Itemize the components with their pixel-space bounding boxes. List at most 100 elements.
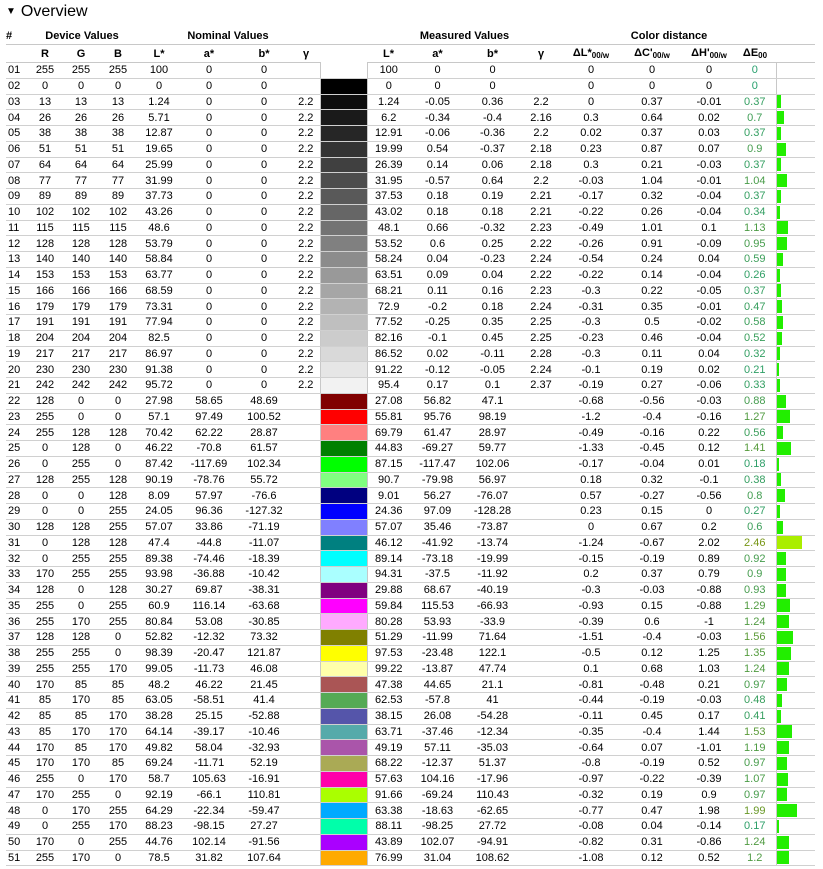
- delta-c: -0.27: [620, 487, 684, 504]
- measured-l: 86.52: [367, 346, 410, 363]
- delta-h: 0.89: [684, 550, 734, 567]
- device-r: 0: [28, 818, 62, 835]
- device-b: 77: [100, 172, 136, 189]
- device-g: 51: [62, 141, 100, 158]
- device-g: 0: [62, 487, 100, 504]
- device-g: 85: [62, 676, 100, 693]
- measured-b: -0.32: [465, 220, 520, 237]
- device-g: 128: [62, 424, 100, 441]
- device-b: 0: [100, 850, 136, 867]
- measured-b: -17.96: [465, 771, 520, 788]
- device-r: 170: [28, 739, 62, 756]
- table-row: 07 64 64 64 25.99 0 0 2.2 26.39 0.14 0.06 2.18 0.3 0.…: [6, 157, 815, 174]
- nominal-l: 88.23: [136, 818, 182, 835]
- nominal-l: 87.42: [136, 456, 182, 473]
- nominal-b: 102.34: [236, 456, 292, 473]
- measured-l: 82.16: [367, 330, 410, 347]
- device-b: 179: [100, 298, 136, 315]
- nominal-gamma: [292, 802, 320, 819]
- header-device-values: Device Values: [28, 27, 136, 45]
- table-row: 36 255 170 255 80.84 53.08 -30.85 80.28 53.93 -33…: [6, 613, 815, 630]
- device-b: 255: [100, 62, 136, 79]
- device-r: 128: [28, 582, 62, 599]
- nominal-l: 12.87: [136, 125, 182, 142]
- delta-e-bar: [777, 615, 789, 629]
- nominal-a: 116.14: [182, 598, 236, 615]
- row-number: 20: [6, 361, 28, 378]
- nominal-a: 0: [182, 94, 236, 111]
- nominal-b: 0: [236, 377, 292, 394]
- delta-l: -0.19: [562, 377, 620, 394]
- delta-l: -0.17: [562, 188, 620, 205]
- device-b: 153: [100, 267, 136, 284]
- measured-a: -0.12: [410, 361, 465, 378]
- delta-e: 0.37: [734, 157, 776, 174]
- nominal-l: 24.05: [136, 503, 182, 520]
- nominal-b: 48.69: [236, 393, 292, 410]
- nominal-l: 53.79: [136, 235, 182, 252]
- measured-a: -0.25: [410, 314, 465, 331]
- delta-e: 0.9: [734, 566, 776, 583]
- color-swatch: [319, 472, 368, 489]
- delta-e: 0.7: [734, 109, 776, 126]
- delta-c: 0.32: [620, 472, 684, 489]
- table-row: 21 242 242 242 95.72 0 0 2.2 95.4 0.17 0.1 2.37 -0.1…: [6, 377, 815, 394]
- measured-a: 102.07: [410, 834, 465, 851]
- device-b: 191: [100, 314, 136, 331]
- measured-gamma: [520, 787, 562, 804]
- measured-gamma: [520, 393, 562, 410]
- delta-e: 1.24: [734, 613, 776, 630]
- device-b: 26: [100, 109, 136, 126]
- measured-l: 63.38: [367, 802, 410, 819]
- row-number: 37: [6, 629, 28, 646]
- delta-h: 1.44: [684, 724, 734, 741]
- delta-c: 0.64: [620, 109, 684, 126]
- table-row: 32 0 255 255 89.38 -74.46 -18.39 89.14 -73.18 -19…: [6, 550, 815, 567]
- nominal-a: 0: [182, 109, 236, 126]
- device-r: 128: [28, 472, 62, 489]
- measured-gamma: [520, 487, 562, 504]
- device-r: 0: [28, 550, 62, 567]
- device-b: 128: [100, 535, 136, 552]
- delta-e-bar: [777, 725, 792, 739]
- nominal-b: 0: [236, 361, 292, 378]
- nominal-gamma: 2.2: [292, 188, 320, 205]
- delta-c: 0.14: [620, 267, 684, 284]
- delta-e-bar: [777, 410, 790, 424]
- measured-a: -69.27: [410, 440, 465, 457]
- delta-e: 1.29: [734, 598, 776, 615]
- nominal-gamma: 2.2: [292, 141, 320, 158]
- delta-e: 0.8: [734, 487, 776, 504]
- device-b: 255: [100, 519, 136, 536]
- nominal-b: -71.19: [236, 519, 292, 536]
- device-r: 102: [28, 204, 62, 221]
- measured-gamma: [520, 440, 562, 457]
- nominal-b: 52.19: [236, 755, 292, 772]
- device-g: 204: [62, 330, 100, 347]
- nominal-gamma: [292, 472, 320, 489]
- device-g: 102: [62, 204, 100, 221]
- row-number: 29: [6, 503, 28, 520]
- device-b: 170: [100, 661, 136, 678]
- delta-c: 0.19: [620, 361, 684, 378]
- nominal-a: -39.17: [182, 724, 236, 741]
- device-r: 0: [28, 503, 62, 520]
- overview-section-toggle[interactable]: ▼ Overview: [6, 1, 88, 23]
- device-r: 217: [28, 346, 62, 363]
- measured-b: -94.91: [465, 834, 520, 851]
- delta-h: -0.03: [684, 629, 734, 646]
- device-r: 38: [28, 125, 62, 142]
- table-row: 08 77 77 77 31.99 0 0 2.2 31.95 -0.57 0.64 2.2 -0.03…: [6, 172, 815, 189]
- measured-a: -57.8: [410, 692, 465, 709]
- delta-l: 0: [562, 519, 620, 536]
- nominal-b: -16.91: [236, 771, 292, 788]
- nominal-gamma: 2.2: [292, 172, 320, 189]
- measured-l: 47.38: [367, 676, 410, 693]
- color-swatch: [319, 377, 368, 394]
- device-b: 242: [100, 377, 136, 394]
- device-b: 0: [100, 787, 136, 804]
- delta-e-bar: [777, 819, 779, 833]
- color-swatch: [319, 566, 368, 583]
- nominal-gamma: [292, 676, 320, 693]
- delta-e-bar: [777, 268, 780, 282]
